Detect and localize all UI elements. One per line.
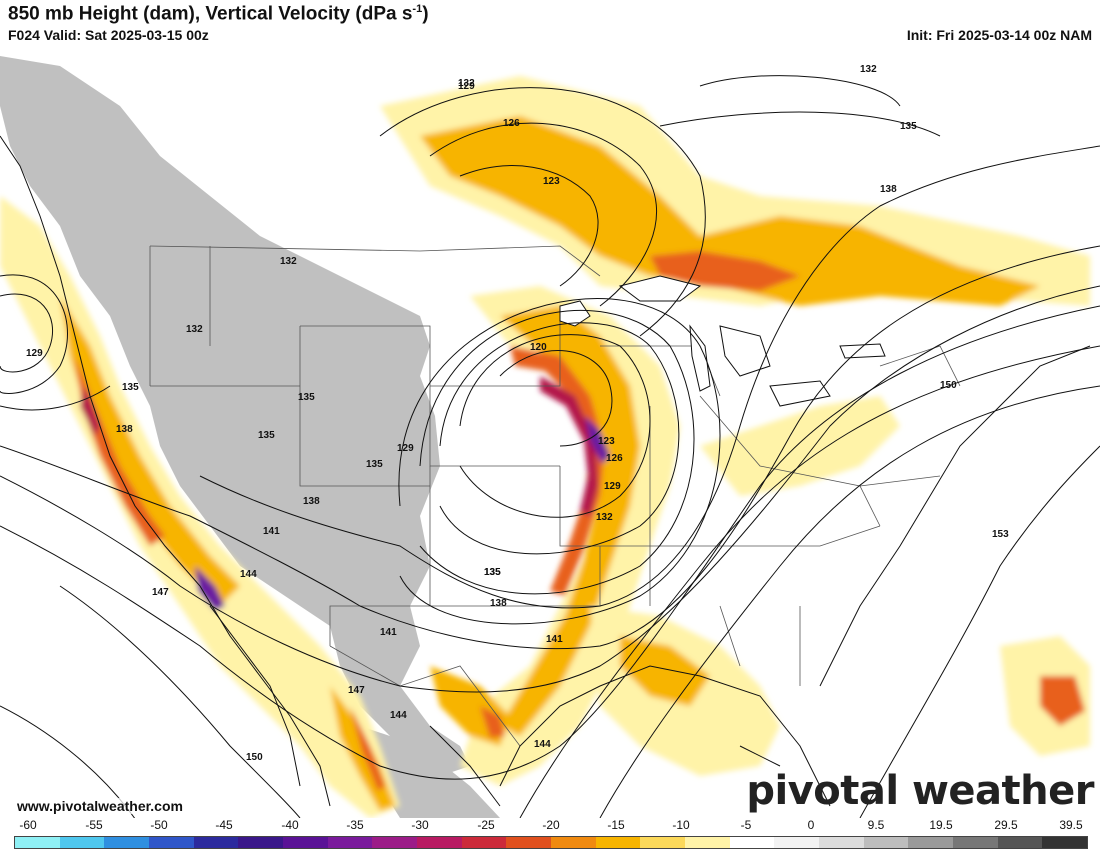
contour-label: 138 <box>116 424 133 435</box>
colorbar-swatch <box>685 837 730 848</box>
colorbar-swatch <box>551 837 596 848</box>
colorbar-swatch <box>327 837 373 848</box>
contour-label: 123 <box>598 436 615 447</box>
colorbar-swatch <box>461 837 507 848</box>
colorbar-tick: -10 <box>672 818 690 832</box>
colorbar-tick: -5 <box>740 818 752 832</box>
contour-label: 141 <box>546 634 563 645</box>
contour-label: 135 <box>484 567 501 578</box>
contour-label: 126 <box>606 453 623 464</box>
colorbar-swatch <box>1042 837 1088 848</box>
colorbar-swatch <box>774 837 820 848</box>
colorbar-tick: 39.5 <box>1059 818 1083 832</box>
colorbar-swatch <box>819 837 864 848</box>
colorbar-tick: -40 <box>281 818 299 832</box>
contour-label: 129 <box>26 348 43 359</box>
contour-label: 132 <box>596 512 613 523</box>
header: 850 mb Height (dam), Vertical Velocity (… <box>0 0 1100 46</box>
contour-label: 138 <box>490 598 507 609</box>
contour-label: 135 <box>366 459 383 470</box>
colorbar-tick: 29.5 <box>994 818 1018 832</box>
colorbar-tick: 19.5 <box>929 818 953 832</box>
contour-label: 120 <box>530 342 547 353</box>
colorbar-swatch <box>238 837 284 848</box>
contour-label: 132 <box>280 256 297 267</box>
contour-label: 153 <box>992 529 1009 540</box>
contour-label: 132 <box>860 64 877 75</box>
colorbar-tick: -25 <box>477 818 495 832</box>
colorbar-swatch <box>372 837 418 848</box>
contour-label: 147 <box>152 587 169 598</box>
colorbar-tick: -55 <box>85 818 103 832</box>
coastline <box>0 135 1091 807</box>
contour-label: 132 <box>458 78 475 89</box>
colorbar-tick: -15 <box>607 818 625 832</box>
political-borders <box>149 245 961 747</box>
contour-label: 129 <box>604 481 621 492</box>
contour-label: 150 <box>246 752 263 763</box>
contour-label: 144 <box>390 710 407 721</box>
contour-label: 144 <box>534 739 551 750</box>
credit-url[interactable]: www.pivotalweather.com <box>14 798 186 814</box>
colorbar-tick: 0 <box>807 818 815 832</box>
colorbar-swatch <box>193 837 239 848</box>
contour-label: 141 <box>263 526 280 537</box>
valid-time: F024 Valid: Sat 2025-03-15 00z <box>8 27 209 43</box>
great-lakes <box>559 275 886 407</box>
colorbar-swatch <box>283 837 328 848</box>
colorbar-swatch <box>908 837 954 848</box>
colorbar-tick: 9.5 <box>867 818 885 832</box>
weather-map[interactable]: 132 129 126 123 120 132 132 129 135 138 … <box>0 46 1100 818</box>
contour-label: 135 <box>122 382 139 393</box>
colorbar-tick: -45 <box>215 818 233 832</box>
colorbar-swatch <box>863 837 909 848</box>
colorbar-swatch <box>506 837 552 848</box>
colorbar-swatch <box>595 837 641 848</box>
contour-label: 123 <box>543 176 560 187</box>
contour-label: 135 <box>258 430 275 441</box>
map-title: 850 mb Height (dam), Vertical Velocity (… <box>8 3 429 25</box>
contour-label: 129 <box>397 443 414 454</box>
colorbar-swatch <box>104 837 150 848</box>
contour-label: 135 <box>484 567 501 578</box>
contour-label: 135 <box>900 121 917 132</box>
colorbar-ticks: -60 -55 -50 -45 -40 -35 -30 -25 -20 -15 … <box>0 818 1100 834</box>
colorbar-tick: -20 <box>542 818 560 832</box>
contour-label: 129 <box>458 81 475 92</box>
height-contours <box>0 75 1100 818</box>
vertical-velocity-shading <box>0 76 1090 818</box>
colorbar-swatch <box>729 837 775 848</box>
colorbar-tick: -60 <box>19 818 37 832</box>
contour-label-layer: 132 129 126 123 120 132 132 129 135 138 … <box>26 64 1009 763</box>
contour-label: 135 <box>298 392 315 403</box>
contour-label: 147 <box>348 685 365 696</box>
contour-label: 144 <box>240 569 257 580</box>
colorbar-swatch <box>997 837 1043 848</box>
colorbar-tick: -50 <box>150 818 168 832</box>
contour-label: 138 <box>880 184 897 195</box>
colorbar-swatch <box>417 837 462 848</box>
colorbar-swatches <box>14 836 1088 849</box>
colorbar-swatch <box>149 837 194 848</box>
colorbar-swatch <box>59 837 105 848</box>
contour-label: 126 <box>503 118 520 129</box>
init-time: Init: Fri 2025-03-14 00z NAM <box>906 27 1092 43</box>
contour-label: 132 <box>186 324 203 335</box>
contour-label: 141 <box>380 627 397 638</box>
contour-label: 138 <box>303 496 320 507</box>
pivotal-weather-logo: pivotal weather <box>746 768 1094 814</box>
colorbar-swatch <box>15 837 60 848</box>
contour-label: 150 <box>940 380 957 391</box>
colorbar-tick: -30 <box>411 818 429 832</box>
colorbar-tick: -35 <box>346 818 364 832</box>
colorbar-swatch <box>640 837 686 848</box>
colorbar-swatch <box>953 837 998 848</box>
